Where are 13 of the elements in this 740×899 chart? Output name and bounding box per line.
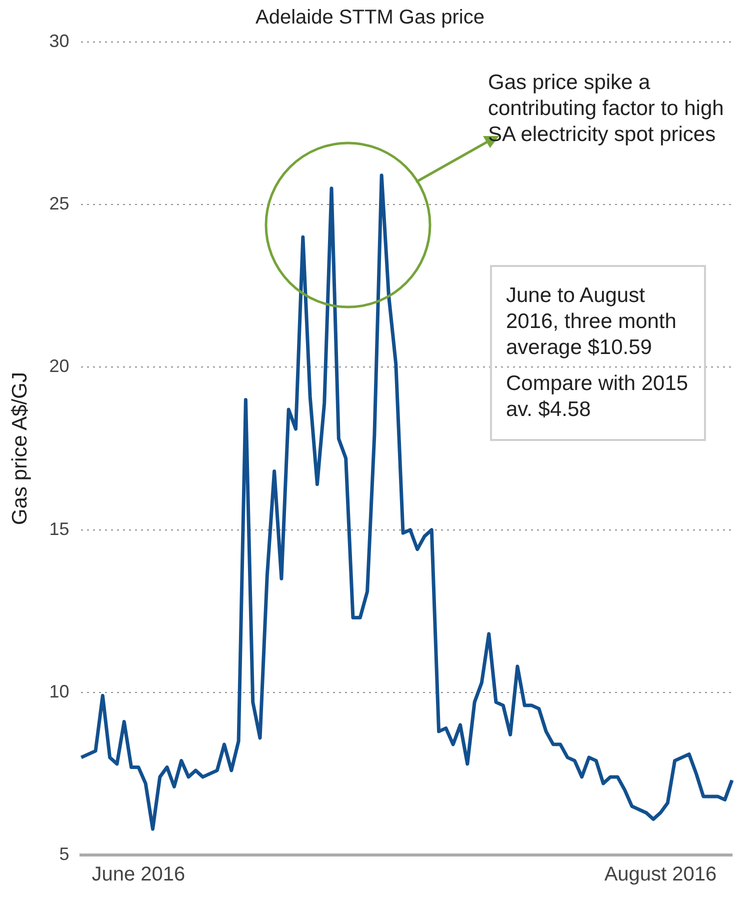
y-tick-label: 15 — [49, 518, 70, 539]
annotation: Compare with 2015 av. $4.58 — [506, 371, 690, 423]
annotation: Gas price spike a contributing factor to high SA electricity spot prices — [488, 70, 725, 148]
y-axis-title: Gas price A$/GJ — [8, 372, 32, 525]
y-tick-label: 20 — [49, 356, 70, 376]
x-tick-label: August 2016 — [604, 864, 717, 886]
y-tick-label: 25 — [49, 194, 70, 214]
x-tick-label: June 2016 — [92, 864, 186, 886]
annotation: June to August 2016, three month average $10.59 — [506, 283, 678, 361]
chart-title: Adelaide STTM Gas price — [256, 6, 484, 29]
y-tick-label: 30 — [49, 30, 70, 51]
y-tick-label: 5 — [59, 844, 70, 864]
y-tick-label: 10 — [49, 681, 70, 702]
